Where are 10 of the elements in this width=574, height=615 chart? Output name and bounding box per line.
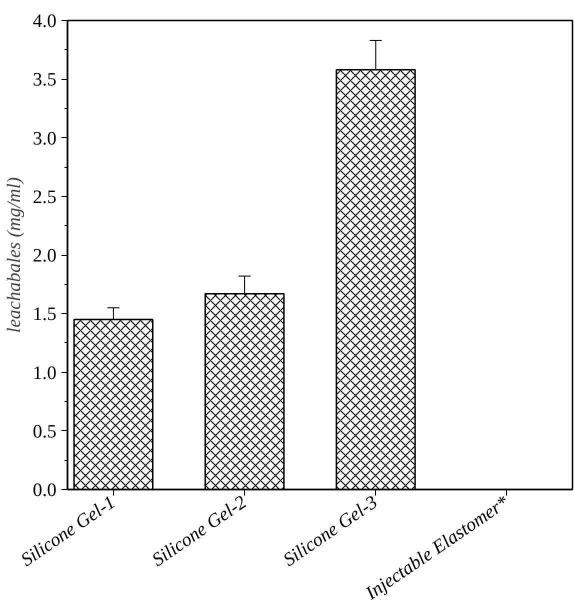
- y-tick-label: 0.0: [32, 480, 56, 501]
- y-tick-label: 3.0: [32, 128, 56, 150]
- y-tick-label: 2.0: [32, 246, 56, 266]
- y-tick-label: 4.0: [32, 11, 56, 32]
- y-tick-label: 2.5: [32, 186, 56, 208]
- y-tick-label: 1.0: [32, 362, 56, 384]
- y-tick-label: 0.5: [32, 421, 56, 442]
- y-tick-label: 1.5: [32, 304, 56, 326]
- y-axis-title: leachabales (mg/ml): [4, 177, 25, 333]
- y-tick-label: 3.5: [32, 70, 56, 91]
